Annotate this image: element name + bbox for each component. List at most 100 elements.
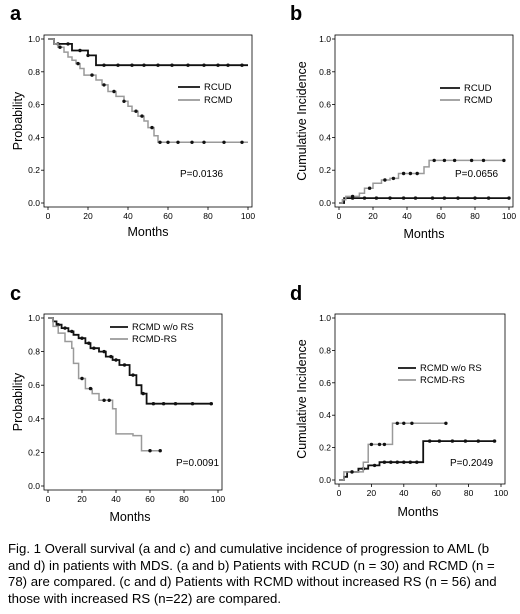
panel-a-ytick-label-3: 0.6 (28, 100, 40, 110)
panel-c-series-rcmd-w-o-rs-censor-15 (190, 402, 195, 406)
panel-c-series-rcmd-w-o-rs-censor-3 (80, 336, 84, 340)
panel-b-series-rcud-censor-2 (374, 196, 379, 200)
panel-b-xtick-label-0: 0 (337, 211, 342, 221)
figure-caption: Fig. 1 Overall survival (a and c) and cu… (8, 541, 497, 606)
panel-a-series-rcmd-censor-15 (240, 140, 244, 144)
panel-a-xtick-label-3: 60 (163, 211, 173, 221)
panel-c-xtick-label-1: 20 (77, 494, 87, 504)
panel-a-series-rcmd-censor-2 (90, 73, 94, 77)
panel-a-xtick-label-4: 80 (203, 211, 213, 221)
panel-c-letter: c (10, 283, 21, 305)
panel-d-series-rcmd-w-o-rs-censor-2 (372, 463, 377, 468)
panel-c-plot: 0 20 40 60 80 100 0.0 0.2 0.4 0.6 0.8 1.0 (28, 313, 225, 504)
panel-a-series-rcud-censor-12 (216, 63, 220, 67)
panel-c-series-rcmd-rs-censor-2 (102, 398, 106, 402)
panel-a-series-rcmd-censor-3 (102, 83, 106, 87)
panel-c-series-rcmd-w-o-rs-censor-12 (151, 402, 156, 406)
panel-b-plot: 0 20 40 60 80 100 0.0 0.2 0.4 0.6 0.8 1.0 (319, 34, 516, 221)
panel-c-series-rcmd-w-o-rs-censor-7 (109, 354, 113, 359)
panel-a-series-rcud-censor-7 (142, 63, 146, 67)
panel-b-ytick-label-0: 0.0 (319, 198, 331, 208)
panel-a-series-rcmd-censor-4 (112, 89, 116, 94)
panel-c-ylabel: Probability (11, 372, 25, 431)
panel-a-xtick-label-0: 0 (46, 211, 51, 221)
panel-b-legend: RCUD RCMD (440, 83, 493, 106)
panel-d-ytick-label-3: 0.6 (319, 378, 331, 388)
panel-b-xtick-label-3: 60 (436, 211, 446, 221)
panel-b-xtick-label-4: 80 (470, 211, 480, 221)
panel-d-series-rcmd-w-o-rs-censor-8 (415, 460, 419, 464)
panel-d-series-rcmd-w-o-rs-censor-4 (389, 460, 393, 464)
panel-c-series-rcmd-w-o-rs-censor-13 (161, 402, 166, 406)
panel-b-series-rcud-censor-7 (442, 196, 447, 200)
panel-a-ytick-label-1: 0.2 (28, 165, 40, 175)
panel-b-series-rcmd-censor-2 (383, 178, 387, 182)
panel-b-series-rcmd-censor-4 (401, 171, 406, 176)
panel-d-series-rcmd-w-o-rs-censor-7 (408, 460, 412, 464)
panel-a-series-rcmd-censor-10 (166, 140, 170, 144)
panel-a-series-rcmd-censor-13 (202, 140, 206, 144)
panel-c-series-rcmd-w-o-rs-censor-11 (141, 391, 145, 396)
panel-b-legend-label-rcud: RCUD (464, 83, 492, 94)
panel-d-series-rcmd-w-o-rs-censor-5 (395, 460, 399, 464)
panel-a-xtick-label-5: 100 (241, 211, 255, 221)
panel-a-series-rcmd-censor-7 (140, 114, 144, 118)
panel-d-xlabel: Months (398, 505, 439, 519)
panel-d-pvalue: P=0.2049 (450, 458, 494, 469)
panel-d-series-rcmd-rs-censor-2 (377, 442, 382, 447)
panel-a-series-rcmd-censor-0 (58, 45, 62, 49)
panel-b-series-rcud-censor-10 (486, 196, 491, 200)
panel-d-xtick-label-1: 20 (367, 488, 377, 498)
panel-c-legend-label-rcmd-rs: RCMD-RS (132, 334, 177, 345)
panel-a-ytick-label-2: 0.4 (28, 132, 40, 142)
panel-b-series-rcud-censor-6 (430, 196, 435, 200)
panel-a-series-rcud-censor-3 (86, 53, 90, 58)
panel-c-series-rcmd-w-o-rs-censor-14 (173, 402, 178, 406)
panel-b-series-rcmd-censor-12 (502, 158, 506, 163)
panel-d-series-rcmd-w-o-rs-censor-6 (402, 460, 406, 464)
panel-b-series-rcmd-censor-7 (432, 158, 436, 163)
panel-d-plot: 0 20 40 60 80 100 0.0 0.2 0.4 0.6 0.8 1.0 (319, 313, 508, 498)
panel-d-series-rcmd-rs-censor-3 (382, 442, 387, 447)
panel-a-series-rcud-censor-8 (156, 63, 160, 67)
panel-c-ytick-label-0: 0.0 (28, 481, 40, 491)
panel-b-series-rcmd-censor-10 (469, 158, 474, 163)
panel-b-ytick-label-1: 0.2 (319, 165, 331, 175)
panel-a-plot: 0 20 40 60 80 100 0.0 0.2 0.4 0.6 0.8 1.0 (28, 34, 255, 221)
panel-b-xlabel: Months (404, 227, 445, 241)
panel-c-series-rcmd-w-o-rs-censor-8 (114, 358, 118, 362)
panel-d-ytick-label-1: 0.2 (319, 443, 331, 453)
panel-b-xtick-label-1: 20 (368, 211, 378, 221)
panel-c-ytick-label-4: 0.8 (28, 347, 40, 357)
panel-c-xtick-label-4: 80 (179, 494, 189, 504)
panel-a-plot-frame (43, 34, 253, 208)
panel-a-series-rcmd-censor-14 (222, 140, 226, 144)
panel-a-series-rcmd-censor-12 (190, 140, 194, 144)
panel-a-xtick-label-1: 20 (83, 211, 93, 221)
panel-d-series-rcmd-w-o-rs-censor-14 (492, 439, 497, 443)
panel-d-ytick-label-2: 0.4 (319, 410, 331, 420)
panel-d-series-rcmd-rs-censor-5 (402, 421, 406, 425)
panel-b-series-rcmd-censor-6 (415, 171, 419, 176)
panel-b-letter: b (290, 3, 302, 25)
panel-d-xtick-label-3: 60 (431, 488, 441, 498)
panel-c-xlabel: Months (110, 510, 151, 524)
panel-b-series-rcud-censor-3 (388, 196, 392, 200)
panel-d-series-rcmd-rs-censor-0 (350, 470, 354, 474)
panel-b-series-rcmd-censor-5 (408, 171, 413, 176)
panel-d-series-rcmd-rs-line (339, 422, 446, 481)
panel-d-series-rcmd-rs-censor-1 (369, 442, 374, 447)
panel-c-xtick-label-5: 100 (211, 494, 225, 504)
panel-c-series-rcmd-w-o-rs-censor-16 (209, 402, 213, 406)
panel-b-legend-label-rcmd: RCMD (464, 95, 493, 106)
panel-d-series-rcmd-w-o-rs-censor-12 (463, 439, 468, 443)
panel-c-series-rcmd-rs-censor-0 (80, 376, 84, 381)
panel-a-pvalue: P=0.0136 (180, 169, 224, 180)
panel-a-xtick-label-2: 40 (123, 211, 133, 221)
panel-c-ytick-label-5: 1.0 (28, 313, 40, 323)
panel-b-series-rcmd-censor-1 (367, 186, 372, 190)
